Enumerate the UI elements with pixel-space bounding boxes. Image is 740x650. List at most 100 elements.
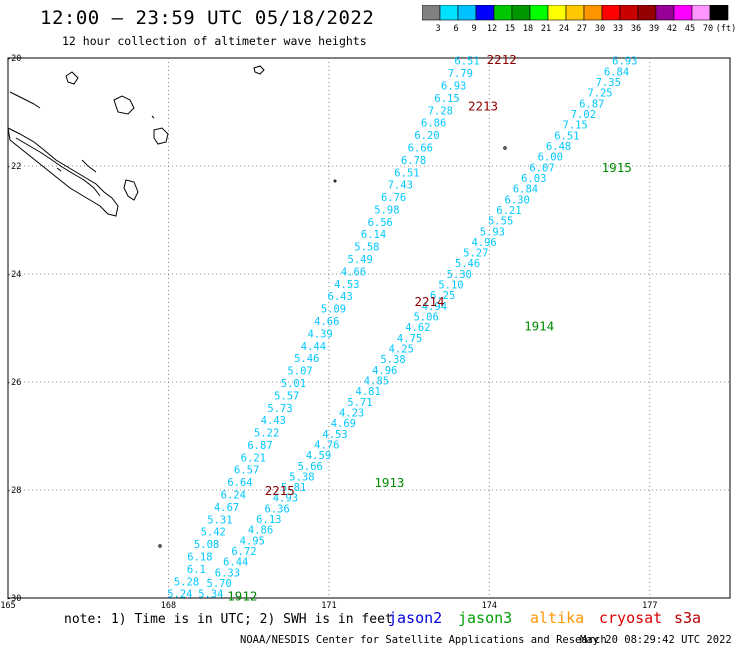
- belep-islands: [9, 91, 41, 109]
- wave-height-label: 5.73: [267, 403, 292, 415]
- wave-height-label: 7.25: [587, 88, 612, 100]
- wave-height-label: 6.64: [227, 477, 252, 489]
- wave-height-label: 5.98: [374, 204, 399, 216]
- pass-number-label: 2212: [487, 52, 517, 67]
- wave-height-label: 6.13: [256, 514, 281, 526]
- wave-height-label: 4.69: [331, 418, 356, 430]
- scale-label: 39: [649, 24, 659, 34]
- small-island-a: [253, 65, 265, 75]
- wave-height-label: 6.86: [421, 118, 446, 130]
- wave-height-label: 4.96: [471, 237, 496, 249]
- wave-height-label: 4.44: [301, 341, 326, 353]
- wave-height-label: 6.93: [441, 80, 466, 92]
- wave-height-label: 6.18: [187, 551, 212, 563]
- wave-height-label: 5.27: [463, 248, 488, 260]
- footer-credit: NOAA/NESDIS Center for Satellite Applica…: [240, 634, 607, 646]
- lat-label: -24: [6, 270, 21, 280]
- latitude-labels: -20 -22 -24 -26 -28 -30: [6, 54, 21, 604]
- wave-height-label: 6.25: [430, 290, 455, 302]
- lon-label: 168: [161, 601, 176, 611]
- wave-height-label: 4.66: [314, 316, 339, 328]
- wave-height-label: 6.07: [529, 162, 554, 174]
- legend-altika: altika: [530, 609, 585, 627]
- wave-height-label: 6.03: [521, 173, 546, 185]
- track-west: 6.517.796.936.157.286.866.206.666.786.51…: [167, 56, 479, 601]
- wave-height-label: 5.55: [488, 216, 513, 228]
- lat-label: -26: [6, 378, 21, 388]
- small-island-g: [158, 544, 162, 548]
- wave-height-label: 5.46: [294, 353, 319, 365]
- wave-height-label: 7.15: [563, 120, 588, 132]
- wave-height-label: 5.24: [167, 589, 192, 601]
- longitude-labels: 165 168 171 174 177: [0, 601, 657, 611]
- pass-number-label: 2214: [414, 294, 444, 309]
- wave-height-label: 6.43: [328, 291, 353, 303]
- wave-height-label: 6.30: [505, 194, 530, 206]
- wave-height-label: 5.93: [480, 226, 505, 238]
- legend-s3a: s3a: [674, 609, 702, 627]
- scale-label: 36: [631, 24, 641, 34]
- wave-height-label: 4.67: [214, 502, 239, 514]
- wave-height-label: 5.01: [281, 378, 306, 390]
- wave-height-label: 5.42: [201, 527, 226, 539]
- small-island-d: [151, 115, 155, 119]
- wave-height-label: 4.86: [248, 525, 273, 537]
- wave-height-label: 5.31: [207, 514, 232, 526]
- wave-height-label: 5.08: [194, 539, 219, 551]
- loyalty-island-1: [113, 95, 135, 115]
- wave-height-label: 5.10: [438, 280, 463, 292]
- wave-height-label: 5.06: [413, 312, 438, 324]
- wave-height-label: 4.94: [422, 301, 447, 313]
- wave-height-label: 7.02: [571, 109, 596, 121]
- map-frame: [7, 57, 731, 599]
- wave-height-label: 4.93: [273, 493, 298, 505]
- scale-label: 6: [453, 24, 458, 34]
- wave-height-label: 6.78: [401, 155, 426, 167]
- scale-label: 9: [471, 24, 476, 34]
- scale-label: (ft): [716, 24, 736, 34]
- wave-height-label: 6.84: [604, 66, 629, 78]
- wave-height-label: 6.15: [434, 93, 459, 105]
- wave-height-label: 5.38: [289, 471, 314, 483]
- wave-height-label: 4.81: [356, 386, 381, 398]
- wave-height-label: 6.72: [231, 546, 256, 558]
- wave-height-label: 4.39: [307, 328, 332, 340]
- wave-height-label: 5.22: [254, 428, 279, 440]
- footer-timestamp: May 20 08:29:42 UTC 2022: [580, 634, 732, 646]
- small-island-b: [56, 167, 62, 172]
- pass-number-label: 2215: [265, 483, 295, 498]
- wave-height-label: 6.24: [221, 490, 246, 502]
- coastline: [7, 65, 507, 548]
- wave-height-label: 6.84: [513, 184, 538, 196]
- pass-labels: 2212 2213 1915 2214 1914 1913 2215 1912: [227, 52, 631, 603]
- wave-height-label: 7.35: [596, 77, 621, 89]
- wave-height-label: 6.14: [361, 229, 386, 241]
- scale-label: 12: [487, 24, 497, 34]
- lat-label: -30: [6, 594, 21, 604]
- northern-reef: [65, 71, 79, 85]
- wave-height-label: 4.62: [405, 322, 430, 334]
- wave-height-label: 5.70: [207, 578, 232, 590]
- scale-label: 33: [613, 24, 623, 34]
- legend-jason3: jason3: [458, 609, 513, 627]
- lon-label: 177: [642, 601, 657, 611]
- scale-swatch: [709, 5, 729, 21]
- scale-label: 18: [523, 24, 533, 34]
- wave-height-label: 6.51: [454, 56, 479, 68]
- scale-label: 42: [667, 24, 677, 34]
- wave-height-label: 5.81: [281, 482, 306, 494]
- small-island-f: [503, 146, 507, 150]
- wave-height-label: 6.21: [241, 452, 266, 464]
- scale-label: 45: [685, 24, 695, 34]
- wave-height-label: 7.43: [388, 180, 413, 192]
- wave-height-label: 5.49: [348, 254, 373, 266]
- scale-label: 30: [595, 24, 605, 34]
- color-scale-labels: 3 6 9 12 15 18 21 24 27 30 33 36 39 42 45 70 (ft): [435, 24, 736, 34]
- wave-height-label: 5.30: [447, 269, 472, 281]
- wave-height-label: 6.1: [187, 564, 206, 576]
- wave-height-label: 4.76: [314, 439, 339, 451]
- new-caledonia-inner: [15, 137, 101, 197]
- wave-height-label: 4.23: [339, 407, 364, 419]
- lat-label: -22: [6, 162, 21, 172]
